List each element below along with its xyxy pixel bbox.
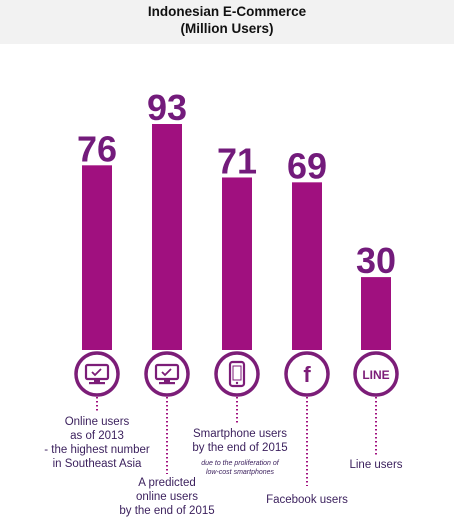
caption-bar-3: Smartphone users by the end of 2015 [192, 428, 288, 454]
svg-text:f: f [303, 362, 311, 387]
monitor-icon [154, 363, 180, 385]
icon-ring-5 [353, 351, 399, 397]
chart-header: Indonesian E-Commerce (Million Users) [0, 0, 454, 44]
bar-5 [361, 277, 391, 350]
chart-title-line2: (Million Users) [180, 21, 274, 36]
svg-text:LINE: LINE [362, 368, 389, 382]
bar-1 [82, 165, 112, 350]
smartphone-icon [228, 360, 246, 388]
icon-ring-4 [284, 351, 330, 397]
bar-2 [152, 124, 182, 350]
bar-3 [222, 177, 252, 350]
monitor-icon [84, 363, 110, 385]
value-label-3: 71 [217, 140, 257, 181]
caption-bar-3-note: due to the proliferation of low-cost smar… [201, 460, 279, 476]
bar-4 [292, 182, 322, 350]
caption-bar-2: A predicted online users by the end of 201… [119, 477, 215, 517]
caption-bar-1: Online users as of 2013- the highest numb… [44, 416, 150, 470]
value-label-2: 93 [147, 87, 187, 128]
line-icon: LINE [362, 368, 389, 382]
caption-bar-4: Facebook users [266, 494, 348, 506]
value-label-4: 69 [287, 145, 327, 186]
value-label-1: 76 [77, 128, 117, 169]
chart-title-line1: Indonesian E-Commerce [147, 4, 307, 19]
value-label-5: 30 [356, 240, 396, 281]
caption-bar-5: Line users [349, 459, 403, 471]
facebook-icon: f [303, 362, 311, 387]
icon-ring-3 [214, 351, 260, 397]
